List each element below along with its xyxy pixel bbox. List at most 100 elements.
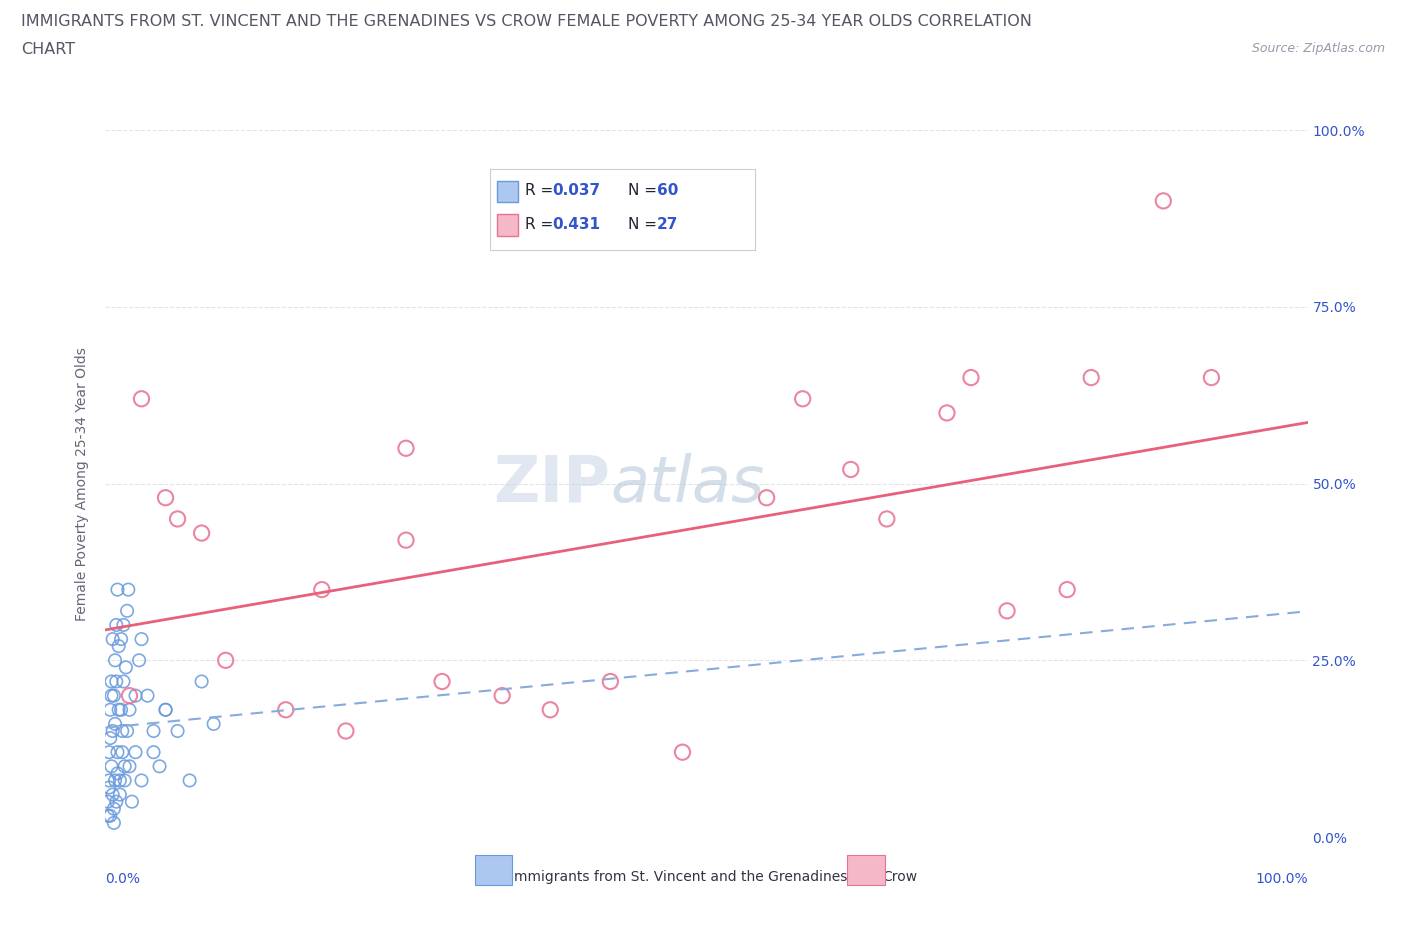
Point bbox=[538, 702, 561, 717]
Point bbox=[936, 405, 959, 420]
Point bbox=[142, 724, 165, 738]
Point bbox=[103, 688, 125, 703]
Point bbox=[214, 653, 236, 668]
Point bbox=[114, 773, 136, 788]
Point bbox=[121, 794, 143, 809]
Point bbox=[105, 618, 128, 632]
Point bbox=[599, 674, 621, 689]
Text: Source: ZipAtlas.com: Source: ZipAtlas.com bbox=[1251, 42, 1385, 55]
Point bbox=[101, 631, 124, 646]
Point bbox=[671, 745, 693, 760]
Text: IMMIGRANTS FROM ST. VINCENT AND THE GRENADINES VS CROW FEMALE POVERTY AMONG 25-3: IMMIGRANTS FROM ST. VINCENT AND THE GREN… bbox=[21, 14, 1032, 29]
Point bbox=[110, 702, 132, 717]
Point bbox=[995, 604, 1018, 618]
Point bbox=[311, 582, 333, 597]
Point bbox=[104, 716, 127, 731]
Text: R =: R = bbox=[524, 183, 558, 198]
Point bbox=[190, 674, 212, 689]
Point bbox=[124, 688, 146, 703]
Point bbox=[98, 780, 121, 795]
Point bbox=[155, 490, 177, 505]
Point bbox=[876, 512, 898, 526]
Point bbox=[1201, 370, 1223, 385]
Text: 100.0%: 100.0% bbox=[1256, 871, 1308, 886]
Point bbox=[1056, 582, 1078, 597]
Text: 60: 60 bbox=[657, 183, 678, 198]
Point bbox=[100, 674, 122, 689]
Point bbox=[115, 604, 138, 618]
FancyBboxPatch shape bbox=[496, 180, 517, 203]
Y-axis label: Female Poverty Among 25-34 Year Olds: Female Poverty Among 25-34 Year Olds bbox=[76, 347, 90, 620]
Point bbox=[274, 702, 297, 717]
Point bbox=[111, 745, 134, 760]
Point bbox=[111, 724, 134, 738]
Point bbox=[202, 716, 225, 731]
Point bbox=[108, 773, 131, 788]
Point bbox=[755, 490, 778, 505]
Text: 0.0%: 0.0% bbox=[105, 871, 141, 886]
Point bbox=[960, 370, 983, 385]
Point bbox=[97, 794, 120, 809]
Point bbox=[103, 802, 125, 817]
Point bbox=[107, 766, 129, 781]
Point bbox=[100, 759, 122, 774]
Point bbox=[155, 702, 177, 717]
Point bbox=[430, 674, 453, 689]
Point bbox=[395, 533, 418, 548]
Point bbox=[105, 794, 128, 809]
Text: R =: R = bbox=[524, 217, 558, 232]
Point bbox=[101, 724, 124, 738]
Point bbox=[112, 674, 135, 689]
Point bbox=[128, 653, 150, 668]
Point bbox=[107, 745, 129, 760]
Point bbox=[115, 724, 138, 738]
Point bbox=[103, 816, 125, 830]
Point bbox=[105, 674, 128, 689]
Point bbox=[98, 731, 121, 746]
Text: atlas: atlas bbox=[610, 453, 765, 514]
Text: Crow: Crow bbox=[883, 870, 917, 884]
Text: 27: 27 bbox=[657, 217, 678, 232]
Text: CHART: CHART bbox=[21, 42, 75, 57]
FancyBboxPatch shape bbox=[496, 214, 517, 236]
Point bbox=[1152, 193, 1174, 208]
Point bbox=[97, 808, 120, 823]
Point bbox=[114, 759, 136, 774]
Point bbox=[118, 702, 141, 717]
Point bbox=[100, 688, 122, 703]
Point bbox=[124, 745, 146, 760]
Point bbox=[792, 392, 814, 406]
Point bbox=[107, 639, 129, 654]
Point bbox=[136, 688, 159, 703]
Point bbox=[107, 702, 129, 717]
Point bbox=[1080, 370, 1102, 385]
Point bbox=[98, 808, 121, 823]
Text: N =: N = bbox=[627, 183, 662, 198]
Point bbox=[155, 702, 177, 717]
Point bbox=[112, 618, 135, 632]
Point bbox=[118, 688, 141, 703]
Point bbox=[131, 773, 153, 788]
Point bbox=[104, 653, 127, 668]
Point bbox=[395, 441, 418, 456]
Point bbox=[491, 688, 513, 703]
Text: N =: N = bbox=[627, 217, 662, 232]
Point bbox=[131, 392, 153, 406]
Point bbox=[335, 724, 357, 738]
Text: 0.431: 0.431 bbox=[553, 217, 600, 232]
Point bbox=[98, 773, 121, 788]
Point bbox=[98, 745, 121, 760]
Point bbox=[148, 759, 170, 774]
Point bbox=[115, 660, 138, 675]
Point bbox=[131, 631, 153, 646]
Text: 0.037: 0.037 bbox=[553, 183, 600, 198]
Point bbox=[179, 773, 201, 788]
Point bbox=[142, 745, 165, 760]
Point bbox=[166, 512, 188, 526]
Text: Immigrants from St. Vincent and the Grenadines: Immigrants from St. Vincent and the Gren… bbox=[509, 870, 846, 884]
Point bbox=[117, 582, 139, 597]
Point bbox=[104, 773, 127, 788]
Point bbox=[839, 462, 862, 477]
Point bbox=[101, 787, 124, 802]
Point bbox=[118, 759, 141, 774]
